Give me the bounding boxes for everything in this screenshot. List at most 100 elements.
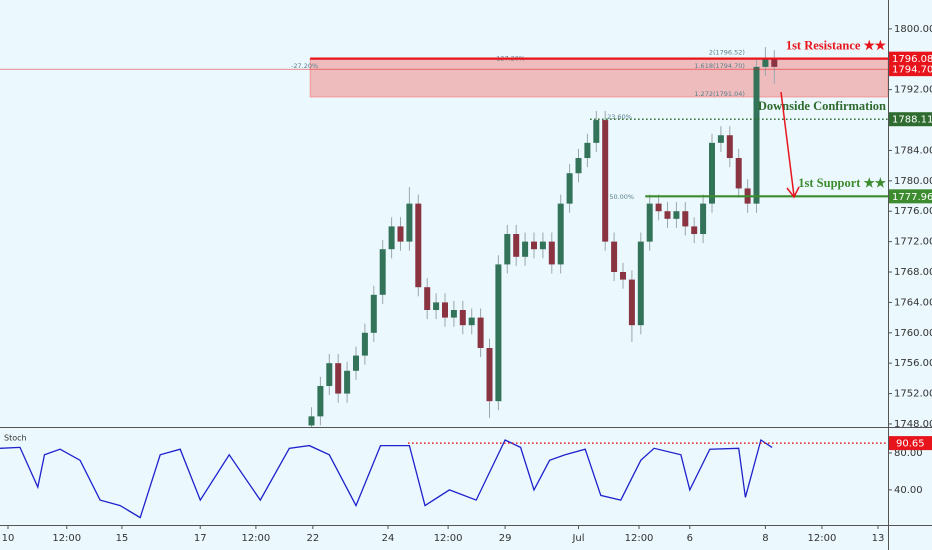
level-annotation: Downside Confirmation	[758, 99, 886, 113]
x-tick-label: 12:00	[52, 533, 81, 544]
y-tick-label: 1756.00	[894, 358, 932, 369]
fib-label: -27.20%	[291, 62, 318, 70]
y-tick-label: 40.00	[894, 485, 923, 496]
fib-label: 23.60%	[607, 113, 632, 121]
x-tick-label: 10	[2, 533, 15, 544]
x-tick-label: 12:00	[241, 533, 270, 544]
price-tag-label: 1777.96	[892, 192, 932, 203]
y-tick-label: 1792.00	[894, 85, 932, 96]
candle-body	[575, 158, 582, 174]
candle-body	[717, 135, 724, 143]
candle-body	[397, 226, 404, 242]
arrow-shaft	[780, 91, 795, 197]
x-tick-label: 12:00	[808, 533, 837, 544]
x-tick-label: 29	[499, 533, 512, 544]
candle-body	[735, 158, 742, 189]
candle-body	[495, 264, 502, 402]
candle-body	[379, 249, 386, 295]
y-tick-label: 1760.00	[894, 328, 932, 339]
candle-body	[459, 309, 466, 326]
stoch-pane	[0, 438, 773, 519]
price-tag-label: 1788.11	[892, 115, 932, 126]
price-pane: 2(1796.52) 1.618(1794.70) 1.272(1791.04) -2…	[291, 47, 888, 427]
x-tick-label: 13	[872, 533, 885, 544]
candle-body	[709, 142, 715, 204]
x-tick-label: 17	[194, 533, 207, 544]
x-tick-label: Jul	[571, 533, 584, 544]
candle-body	[691, 226, 698, 235]
candle-body	[700, 203, 707, 235]
price-tag-label: 1796.08	[892, 54, 932, 65]
candle-body	[664, 211, 671, 219]
x-tick-label: 15	[116, 533, 129, 544]
candle-body	[682, 211, 689, 227]
candle-body	[593, 120, 600, 143]
y-tick-label: 1776.00	[894, 206, 932, 217]
fib-label: 50.00%	[609, 193, 634, 201]
y-tick-label: 1800.00	[894, 24, 932, 35]
candle-body	[646, 203, 653, 242]
price-tag	[889, 189, 932, 204]
candle-body	[548, 241, 555, 265]
y-tick-label: 80.00	[894, 448, 923, 459]
candle-body	[628, 279, 635, 326]
candle-body	[326, 363, 333, 386]
level-annotation: 1st Support ★★	[798, 176, 887, 190]
fib-label: 1.618(1794.70)	[694, 62, 745, 70]
y-tick-label: 1752.00	[894, 389, 932, 400]
y-tick-label: 1768.00	[894, 267, 932, 278]
y-tick-label: 1780.00	[894, 176, 932, 187]
candle-body	[406, 203, 413, 242]
x-tick-label: 12:00	[625, 533, 654, 544]
y-tick-label: 1784.00	[894, 145, 932, 156]
candle-body	[424, 287, 431, 310]
candle-body	[450, 309, 457, 318]
candle-body	[655, 203, 662, 212]
overlay: 1800.001796.001792.001788.001784.001780.…	[0, 24, 932, 544]
candle-body	[726, 135, 733, 159]
x-tick-label: 8	[762, 533, 768, 544]
x-tick-label: 6	[687, 533, 693, 544]
candle-body	[486, 347, 493, 402]
candle-body	[531, 241, 537, 250]
candle-body	[344, 370, 351, 394]
candle-body	[762, 59, 769, 67]
price-tag	[889, 436, 932, 451]
candle-body	[353, 355, 359, 371]
candle-body	[504, 234, 511, 265]
candle-body	[468, 317, 475, 326]
price-tag	[889, 62, 932, 77]
candle-body	[753, 66, 760, 204]
y-tick-label: 1748.00	[894, 419, 932, 430]
y-tick-label: 1772.00	[894, 237, 932, 248]
candle-body	[522, 241, 529, 257]
y-tick-label: 1764.00	[894, 297, 932, 308]
resistance-zone	[309, 58, 888, 98]
x-tick-label: 12:00	[434, 533, 463, 544]
candle-body	[308, 416, 315, 426]
candle-body	[539, 241, 546, 250]
level-annotation: 1st Resistance ★★	[786, 39, 887, 53]
fib-label: 1.272(1791.04)	[694, 90, 745, 98]
candle-body	[602, 120, 609, 242]
x-tick-label: 22	[306, 533, 319, 544]
candle-body	[673, 211, 680, 219]
candle-body	[370, 294, 377, 333]
candle-body	[637, 241, 644, 326]
candle-body	[388, 226, 395, 250]
x-tick-label: 24	[382, 533, 395, 544]
candle-body	[433, 302, 440, 310]
candle-body	[566, 173, 573, 204]
candle-body	[771, 59, 778, 67]
candle-body	[317, 385, 324, 417]
price-tag	[889, 112, 932, 127]
candle-body	[442, 302, 448, 318]
candle-body	[611, 241, 618, 273]
fib-label: 2(1796.52)	[709, 48, 745, 56]
candle-body	[557, 203, 564, 265]
stoch-line	[0, 438, 773, 519]
candle-body	[620, 272, 626, 280]
indicator-title: Stoch	[4, 434, 27, 443]
price-tag-label: 90.65	[896, 439, 925, 450]
